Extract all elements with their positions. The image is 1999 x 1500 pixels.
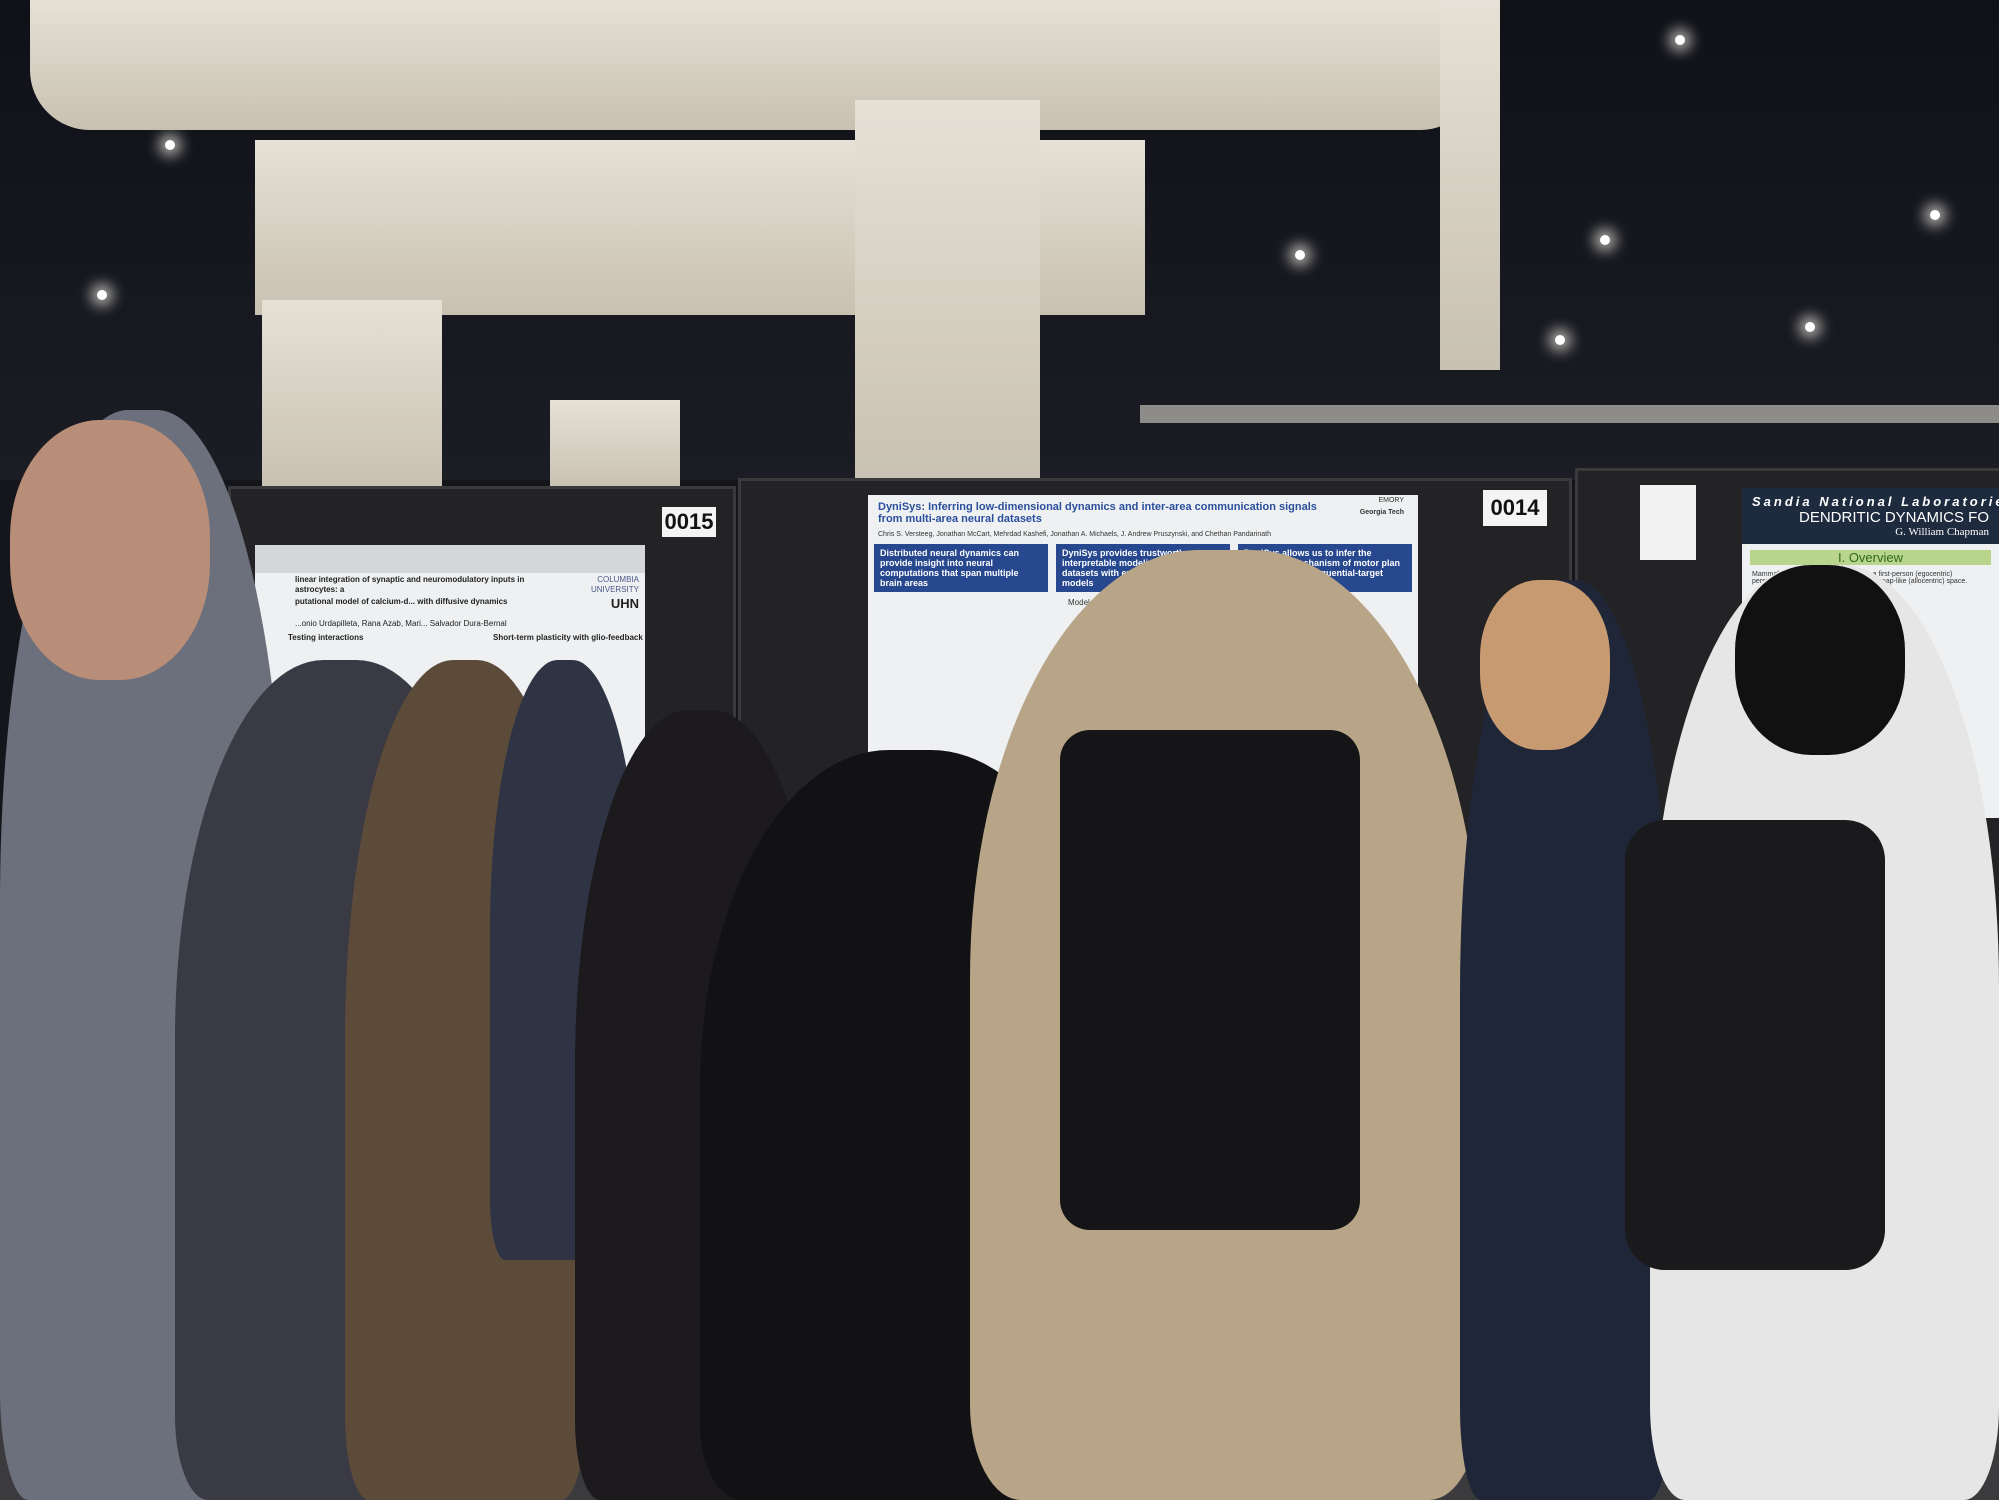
booth-number: 0015: [662, 507, 716, 537]
booth-number: 0014: [1483, 490, 1547, 526]
poster-section: Testing interactions: [288, 633, 364, 642]
poster-logo: Georgia Tech: [1359, 509, 1404, 516]
badge-sign: [1640, 485, 1696, 560]
poster-section: Short-term plasticity with glio-feedback: [493, 633, 643, 642]
ceiling-light: [1930, 210, 1940, 220]
ceiling-light: [1295, 250, 1305, 260]
poster-logo: EMORY: [1378, 497, 1404, 504]
poster-title: DyniSys: Inferring low-dimensional dynam…: [878, 501, 1317, 525]
poster-authors: Chris S. Versteeg, Jonathan McCart, Mehr…: [878, 531, 1271, 538]
poster-header: Sandia National Laboratories: [1752, 494, 1999, 509]
concrete-pillar: [550, 400, 680, 490]
concrete-overhang: [30, 0, 1480, 130]
poster-title: linear integration of synaptic and neuro…: [295, 575, 525, 594]
poster-logo: COLUMBIA UNIVERSITY: [590, 575, 639, 594]
backpack: [1060, 730, 1360, 1230]
person-head: [1735, 565, 1905, 755]
concrete-pillar: [855, 100, 1040, 490]
poster-title: DENDRITIC DYNAMICS FO: [1798, 509, 1989, 526]
ceiling-light: [97, 290, 107, 300]
poster-logo: UHN: [610, 596, 639, 611]
poster-authors: G. William Chapman: [1895, 526, 1989, 538]
concrete-pillar: [262, 300, 442, 490]
poster-section: Distributed neural dynamics can provide …: [874, 544, 1048, 592]
concrete-column: [1440, 0, 1500, 370]
poster-title: putational model of calcium-d... with di…: [295, 597, 508, 606]
presenter-head: [1480, 580, 1610, 750]
ceiling-light: [1805, 322, 1815, 332]
poster-authors: ...onio Urdapilleta, Rana Azab, Mari... …: [295, 619, 507, 628]
ceiling-light: [1555, 335, 1565, 345]
ceiling-light: [1675, 35, 1685, 45]
person-face: [10, 420, 210, 680]
backpack: [1625, 820, 1885, 1270]
poster-section: I. Overview: [1750, 550, 1991, 565]
ceiling-light: [165, 140, 175, 150]
wall-band: [1140, 405, 1999, 423]
ceiling-light: [1600, 235, 1610, 245]
